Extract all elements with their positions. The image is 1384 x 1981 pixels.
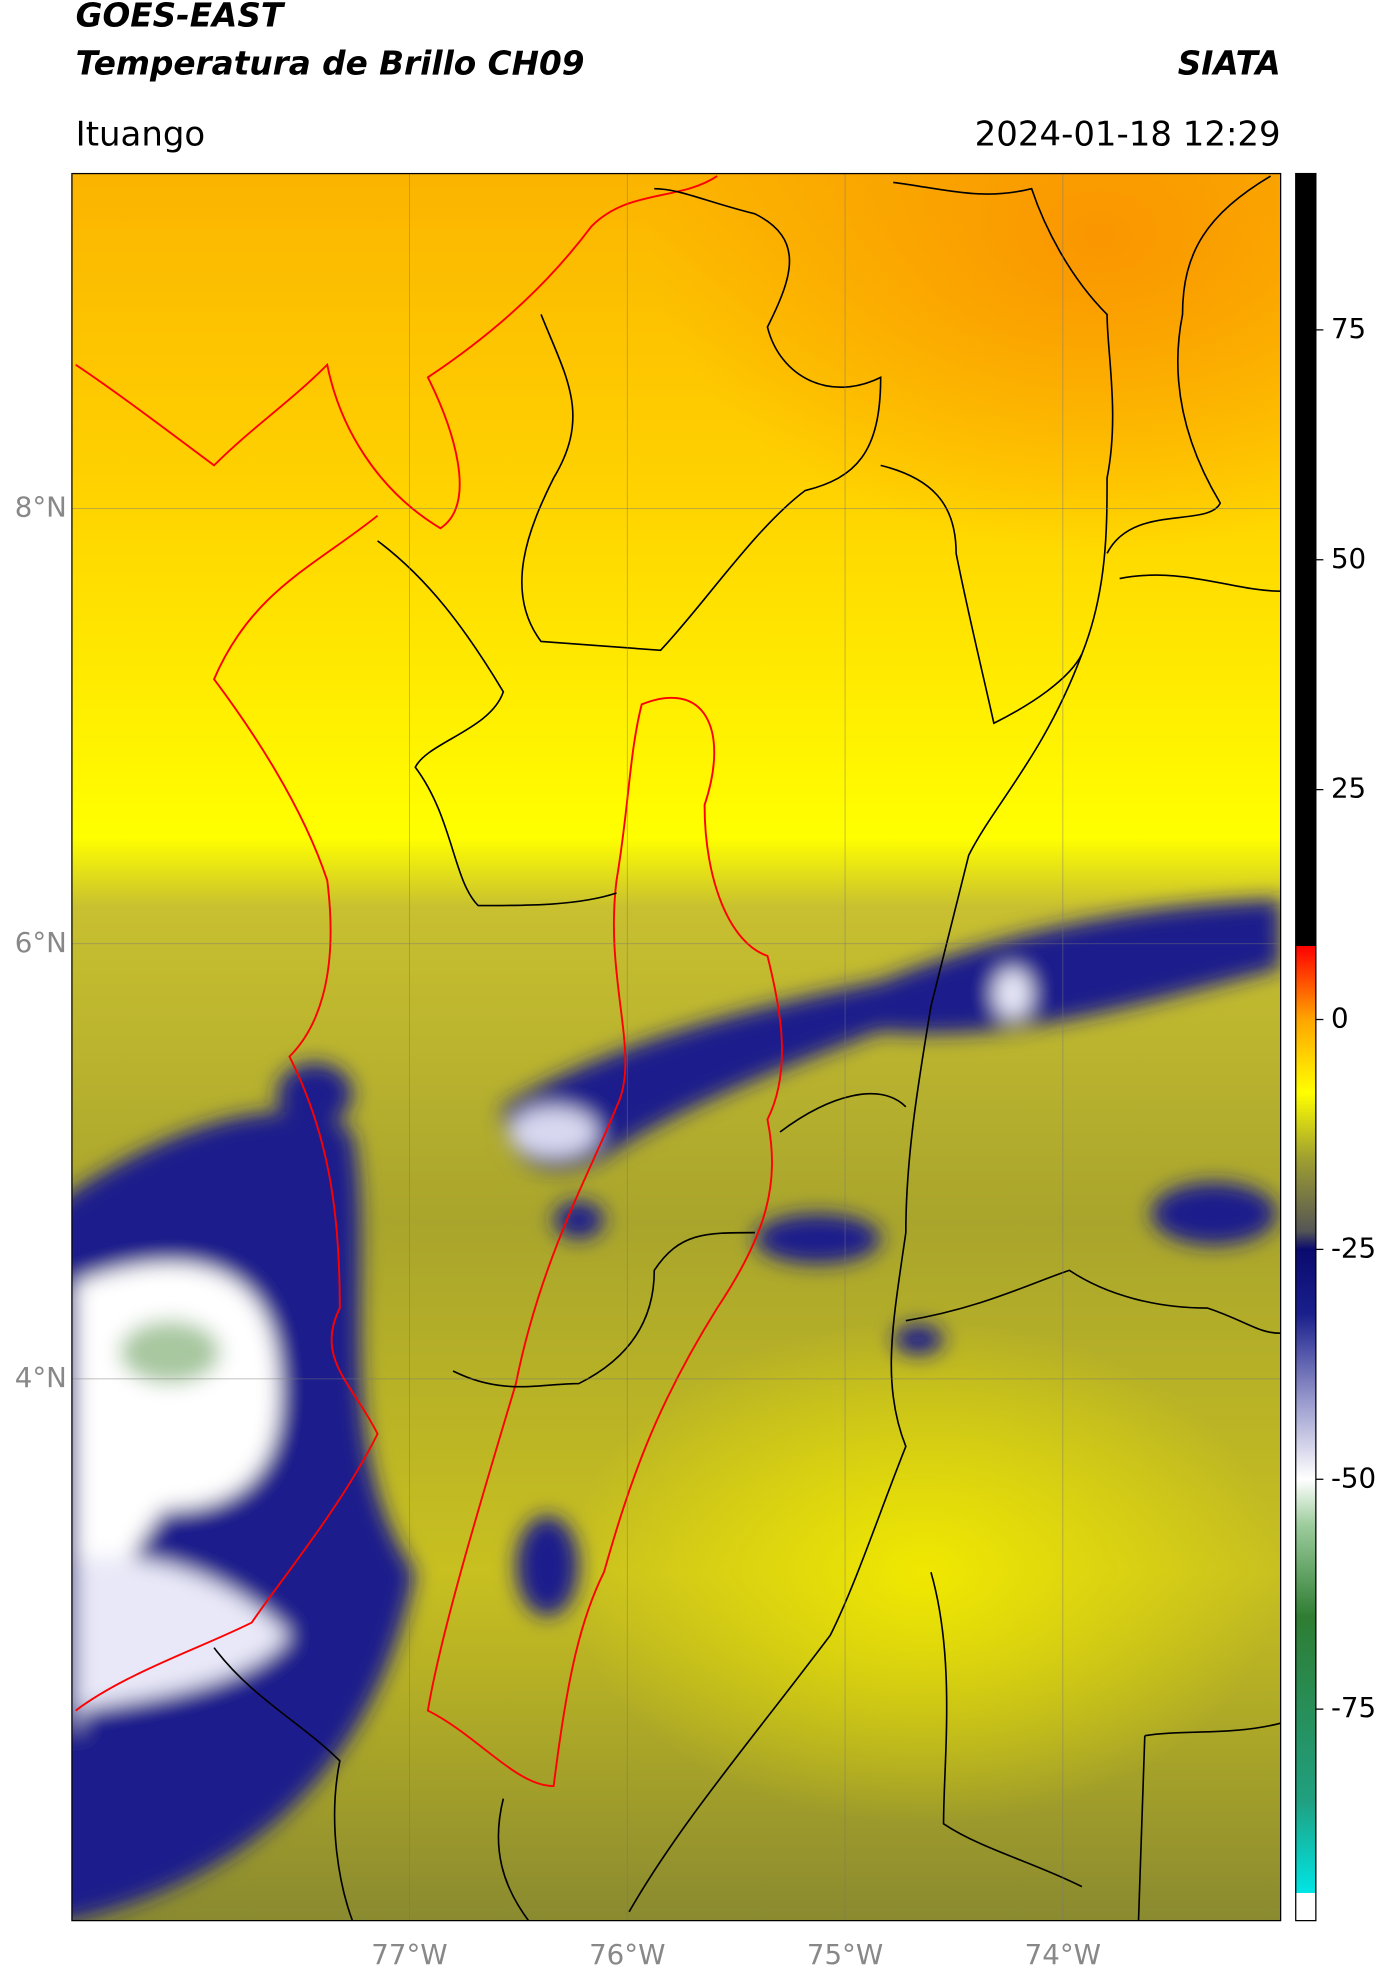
colorbar-tick-label: 75 <box>1331 312 1366 345</box>
map-frame <box>71 172 1282 1922</box>
colorbar-tick-label: -75 <box>1331 1691 1376 1724</box>
y-tick-label: 8°N <box>15 491 67 524</box>
grid <box>71 173 1281 1921</box>
colorbar-tick-label: 25 <box>1331 772 1366 805</box>
colorbar-tick-label: -50 <box>1331 1461 1376 1494</box>
colorbar-tick-label: 0 <box>1331 1002 1349 1035</box>
x-tick-label: 75°W <box>807 1938 883 1971</box>
x-tick-label: 74°W <box>1025 1938 1101 1971</box>
map <box>71 173 1281 1921</box>
timestamp: 2024-01-18 12:29 <box>975 114 1281 154</box>
clouds <box>71 899 1281 1920</box>
title: GOES-EAST <box>76 0 286 35</box>
source: SIATA <box>1178 44 1281 82</box>
subtitle: Temperatura de Brillo CH09 <box>76 44 585 82</box>
region: Ituango <box>76 114 206 154</box>
y-tick-label: 6°N <box>15 926 67 959</box>
colorbar <box>1295 172 1317 1922</box>
admin-borders <box>213 175 1281 1921</box>
warm-area <box>566 1320 1281 1824</box>
x-tick-label: 77°W <box>371 1938 447 1971</box>
x-tick-label: 76°W <box>589 1938 665 1971</box>
colorbar-tick-label: 50 <box>1331 542 1366 575</box>
coastline <box>75 175 783 1787</box>
colorbar-tick-label: -25 <box>1331 1231 1376 1264</box>
warm-area <box>377 173 1281 803</box>
y-tick-label: 4°N <box>15 1361 67 1394</box>
